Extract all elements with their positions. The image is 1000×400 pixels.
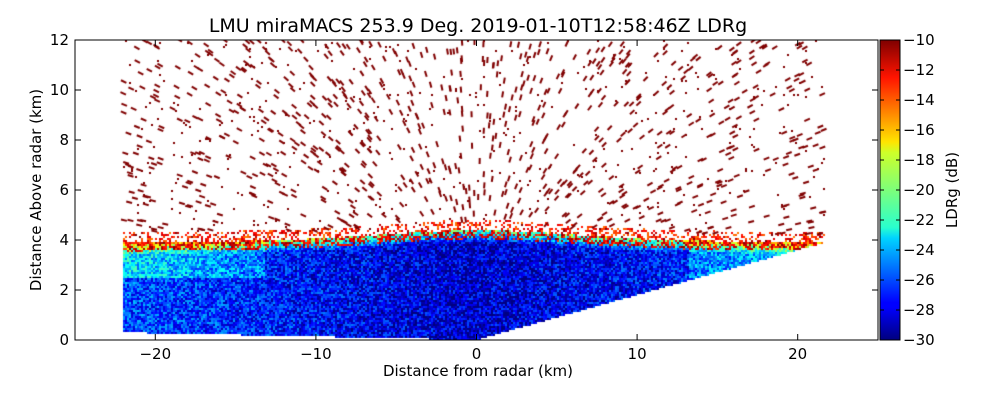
colorbar-tick-label: −22 [903,211,935,229]
colorbar-label: LDRg (dB) [943,152,961,228]
y-axis: 0 2 4 6 8 10 12 [50,31,878,349]
colorbar-tick-label: −24 [903,241,935,259]
y-axis-label: Distance Above radar (km) [27,89,45,291]
colorbar-tick-label: −26 [903,271,935,289]
x-tick-label: 10 [628,345,647,363]
colorbar-ticks: −30 −28 −26 −24 −22 −20 −18 −16 −14 −12 −10 [880,31,935,349]
x-tick-label: 0 [472,345,482,363]
y-tick-label: 8 [59,131,69,149]
x-tick-label: −10 [300,345,332,363]
colorbar-tick-label: −18 [903,151,935,169]
x-axis: −20 −10 0 10 20 [139,40,807,363]
x-tick-label: 20 [788,345,807,363]
colorbar-tick-label: −16 [903,121,935,139]
x-tick-label: −20 [139,345,171,363]
colorbar-tick-label: −14 [903,91,935,109]
ldr-heatmap-image [75,40,878,340]
radar-data [75,40,878,340]
y-tick-label: 6 [59,181,69,199]
y-tick-label: 12 [50,31,69,49]
y-tick-label: 2 [59,281,69,299]
x-axis-label: Distance from radar (km) [383,362,573,380]
colorbar: −30 −28 −26 −24 −22 −20 −18 −16 −14 −12 −10 LDRg (… [879,31,961,349]
colorbar-tick-label: −12 [903,61,935,79]
plot-area: −20 −10 0 10 20 0 2 4 6 8 10 12 [50,31,879,363]
y-tick-label: 4 [59,231,69,249]
y-tick-label: 10 [50,81,69,99]
chart-title: LMU miraMACS 253.9 Deg. 2019-01-10T12:58… [209,15,747,37]
colorbar-tick-label: −28 [903,301,935,319]
colorbar-tick-label: −30 [903,331,935,349]
colorbar-tick-label: −10 [903,31,935,49]
colorbar-tick-label: −20 [903,181,935,199]
y-tick-label: 0 [59,331,69,349]
